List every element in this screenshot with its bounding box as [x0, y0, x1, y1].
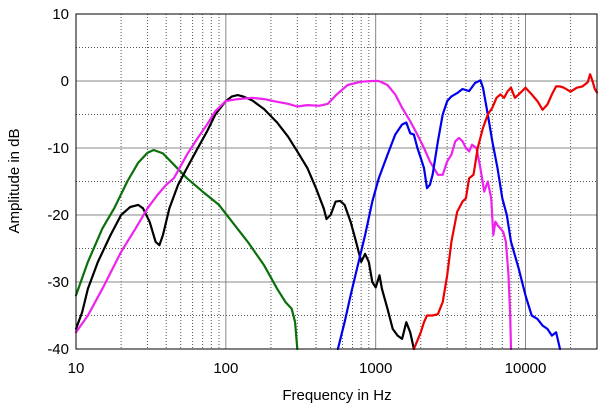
series-line-4: [336, 79, 562, 351]
series-group: [74, 73, 599, 351]
major-grid: [76, 14, 597, 349]
y-tick-label: -30: [47, 274, 69, 291]
minor-grid: [76, 14, 597, 349]
series-line-5: [412, 73, 599, 351]
x-tick-labels: 10 100 1000 10000: [68, 360, 547, 377]
y-axis-label: Amplitude in dB: [6, 128, 23, 233]
y-tick-labels: 10 0 -10 -20 -30 -40: [47, 6, 69, 358]
x-tick-label: 10000: [505, 360, 547, 377]
y-tick-label: -10: [47, 140, 69, 157]
y-tick-label: -40: [47, 341, 69, 358]
plot-frame: [75, 13, 598, 350]
series-line-2: [74, 93, 415, 351]
y-tick-label: 0: [61, 73, 69, 90]
x-tick-label: 10: [68, 360, 85, 377]
x-tick-label: 100: [213, 360, 238, 377]
y-tick-label: -20: [47, 207, 69, 224]
series-line-1: [74, 148, 299, 351]
x-tick-label: 1000: [359, 360, 392, 377]
x-axis-label: Frequency in Hz: [282, 387, 391, 404]
series-line-3: [74, 79, 513, 351]
y-tick-label: 10: [52, 6, 69, 23]
